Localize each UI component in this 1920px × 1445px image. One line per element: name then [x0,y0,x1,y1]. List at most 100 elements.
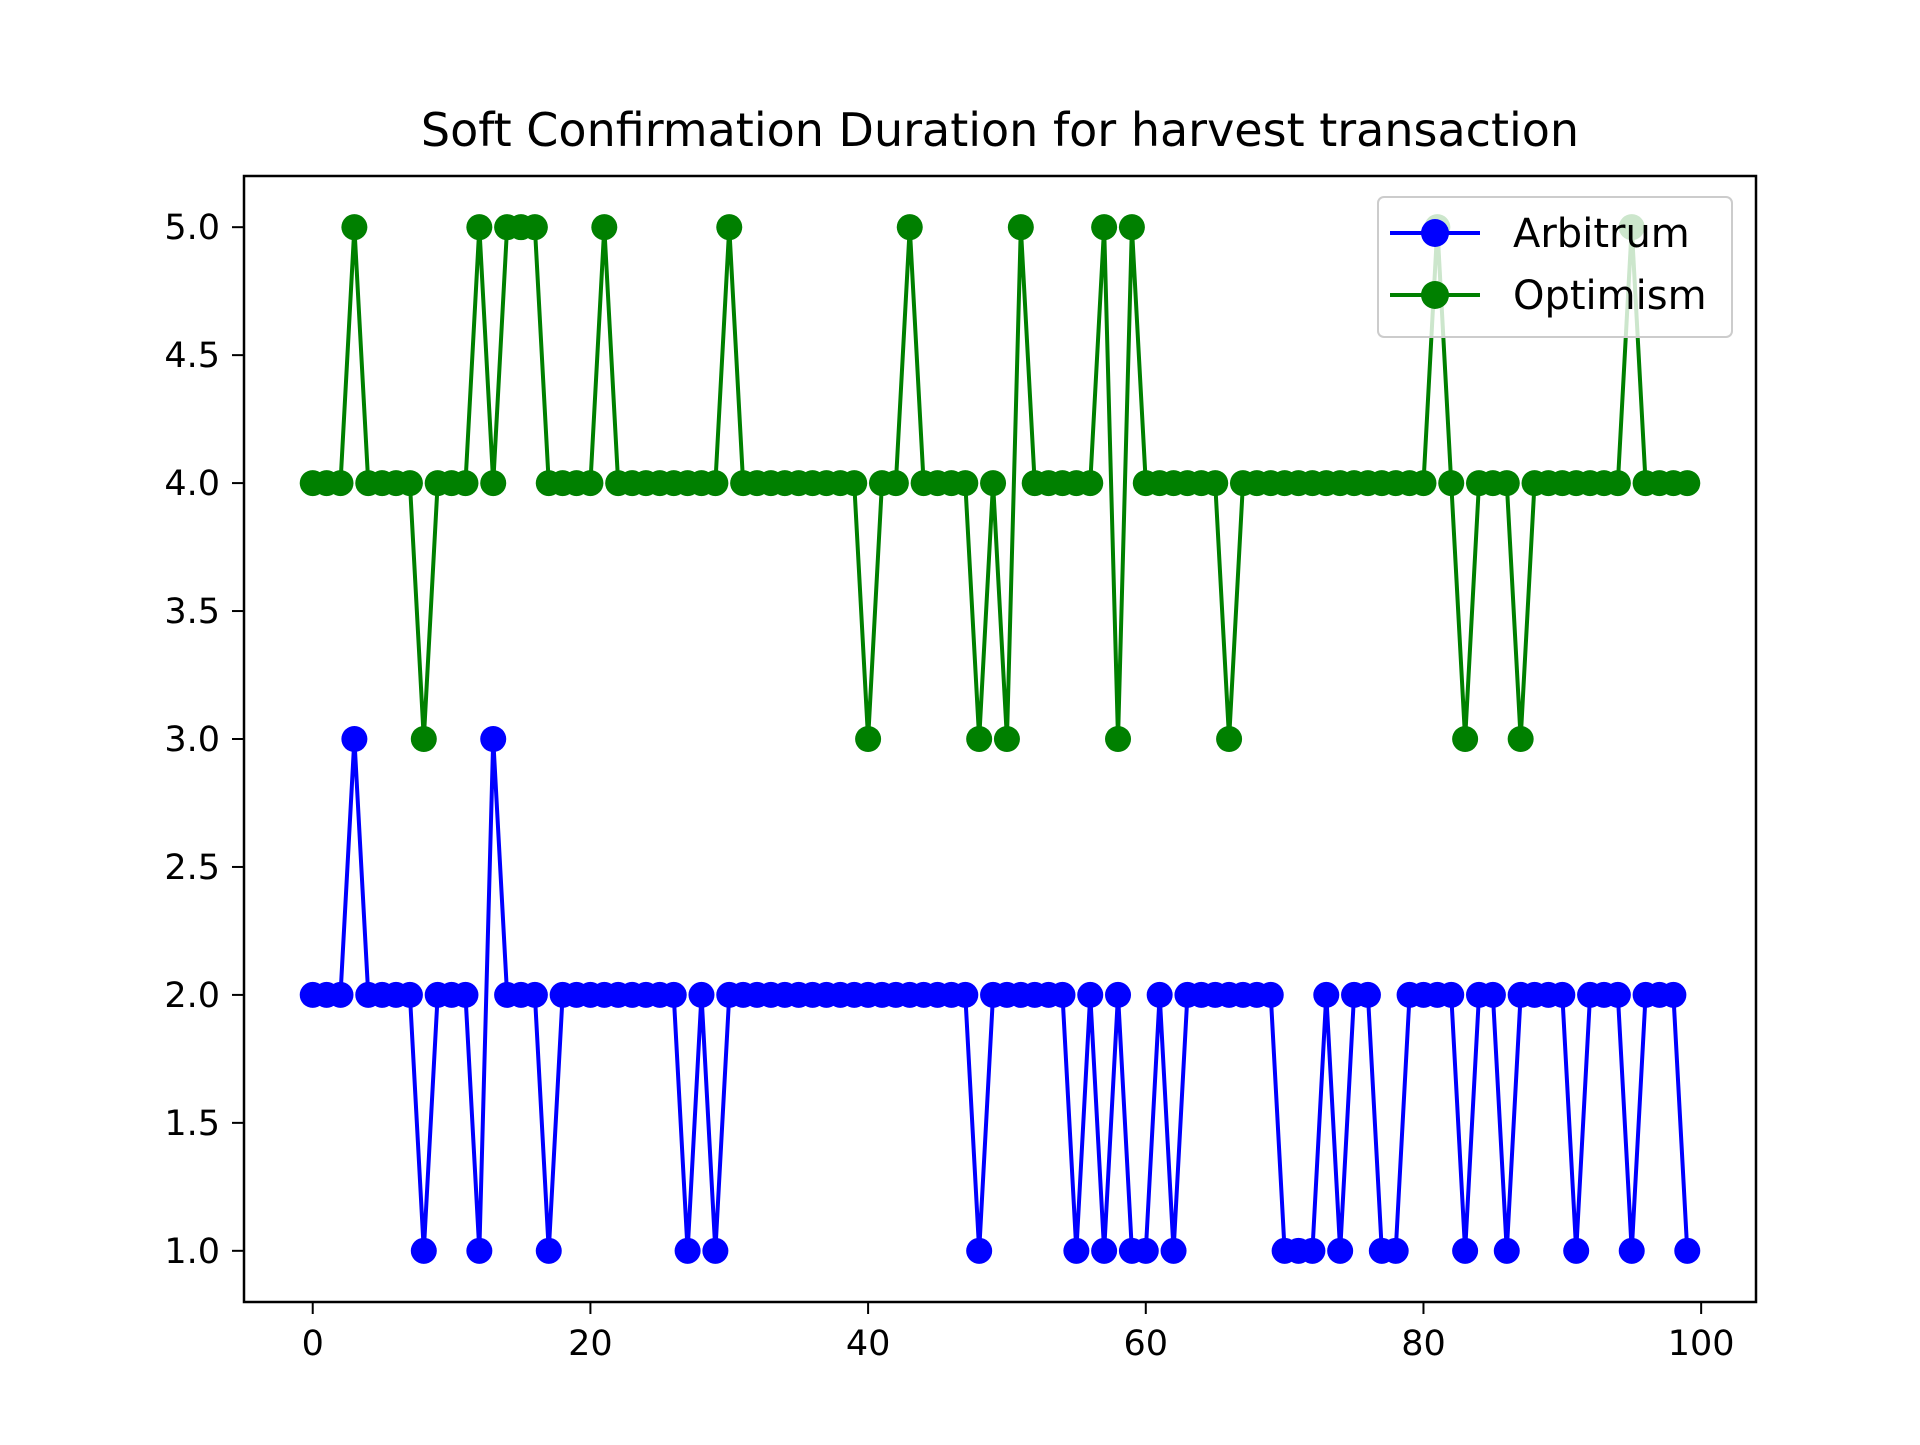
data-point-arbitrum [1257,981,1284,1008]
data-point-arbitrum [396,981,423,1008]
x-tick-label: 20 [568,1324,613,1364]
series-arbitrum [299,726,1701,1264]
data-point-optimism [1493,470,1520,497]
data-point-optimism [577,470,604,497]
data-point-arbitrum [688,981,715,1008]
x-tick-label: 60 [1124,1324,1169,1364]
data-point-optimism [1452,726,1479,752]
data-point-arbitrum [1299,1237,1326,1264]
x-tick-label: 0 [302,1324,324,1364]
data-point-optimism [452,470,479,497]
data-point-optimism [1674,470,1701,497]
data-point-optimism [1105,726,1132,752]
data-point-optimism [1410,470,1437,497]
data-point-optimism [993,726,1020,752]
data-point-optimism [1007,214,1034,241]
data-point-arbitrum [1132,1237,1159,1264]
data-point-arbitrum [660,981,687,1008]
data-point-arbitrum [1452,1237,1479,1264]
y-tick-label: 1.0 [164,1232,220,1272]
data-point-optimism [716,214,743,241]
data-point-arbitrum [1549,981,1576,1008]
legend-optimism-label: Optimism [1513,273,1707,319]
data-point-arbitrum [1674,1237,1701,1264]
y-tick-label: 4.5 [164,336,220,376]
data-point-arbitrum [1160,1237,1187,1264]
data-point-arbitrum [466,1237,493,1264]
series-layer [299,214,1701,1264]
y-tick-label: 3.0 [164,720,220,760]
data-point-optimism [1604,470,1631,497]
series-line-optimism [312,225,1688,741]
data-point-optimism [521,214,548,241]
data-point-arbitrum [1382,1237,1409,1264]
data-point-arbitrum [410,1237,437,1264]
data-point-optimism [591,214,618,241]
data-point-arbitrum [480,726,507,752]
data-point-optimism [1216,726,1243,752]
legend: Arbitrum Optimism [1377,196,1733,338]
x-tick-label: 80 [1401,1324,1446,1364]
data-point-optimism [480,470,507,497]
data-point-arbitrum [535,1237,562,1264]
data-point-arbitrum [1493,1237,1520,1264]
y-tick-label: 5.0 [164,208,220,248]
data-point-arbitrum [1618,1237,1645,1264]
y-tick-label: 4.0 [164,464,220,504]
legend-arbitrum-label: Arbitrum [1513,211,1690,257]
data-point-optimism [841,470,868,497]
data-point-optimism [952,470,979,497]
data-point-optimism [1077,470,1104,497]
x-tick-label: 100 [1668,1324,1735,1364]
data-point-arbitrum [1327,1237,1354,1264]
data-point-optimism [466,214,493,241]
data-point-optimism [1438,470,1465,497]
data-point-arbitrum [674,1237,701,1264]
data-point-arbitrum [1660,981,1687,1008]
data-point-optimism [341,214,368,241]
data-point-optimism [896,214,923,241]
data-point-arbitrum [1354,981,1381,1008]
legend-arbitrum-marker [1421,219,1449,247]
y-tick-label: 2.0 [164,976,220,1016]
data-point-arbitrum [1077,981,1104,1008]
data-point-arbitrum [1063,1237,1090,1264]
data-point-arbitrum [1563,1237,1590,1264]
y-tick-label: 3.5 [164,592,220,632]
data-point-optimism [327,470,354,497]
y-tick-label: 1.5 [164,1104,220,1144]
data-point-arbitrum [702,1237,729,1264]
data-point-optimism [1118,214,1145,241]
data-point-arbitrum [1313,981,1340,1008]
data-point-arbitrum [1479,981,1506,1008]
legend-optimism-marker [1421,281,1449,309]
data-point-optimism [396,470,423,497]
data-point-optimism [1507,726,1534,752]
data-point-arbitrum [327,981,354,1008]
series-optimism [299,214,1701,752]
data-point-arbitrum [1604,981,1631,1008]
data-point-arbitrum [952,981,979,1008]
data-point-arbitrum [1146,981,1173,1008]
data-point-arbitrum [1105,981,1132,1008]
plot-area-frame [242,174,1758,1304]
data-point-optimism [410,726,437,752]
data-point-optimism [980,470,1007,497]
data-point-arbitrum [341,726,368,752]
data-point-arbitrum [966,1237,993,1264]
data-point-optimism [882,470,909,497]
chart-title: Soft Confirmation Duration for harvest t… [421,103,1579,157]
data-point-optimism [1202,470,1229,497]
data-point-arbitrum [1049,981,1076,1008]
data-point-optimism [855,726,882,752]
data-point-arbitrum [452,981,479,1008]
data-point-optimism [966,726,993,752]
data-point-arbitrum [1438,981,1465,1008]
x-tick-label: 40 [846,1324,891,1364]
data-point-optimism [702,470,729,497]
y-tick-label: 2.5 [164,848,220,888]
tick-layer: 0 20 40 60 80 100 1.0 1.5 2.0 2.5 3.0 3.5 4.0 4.5 5.0 [164,208,1734,1364]
data-point-optimism [1091,214,1118,241]
